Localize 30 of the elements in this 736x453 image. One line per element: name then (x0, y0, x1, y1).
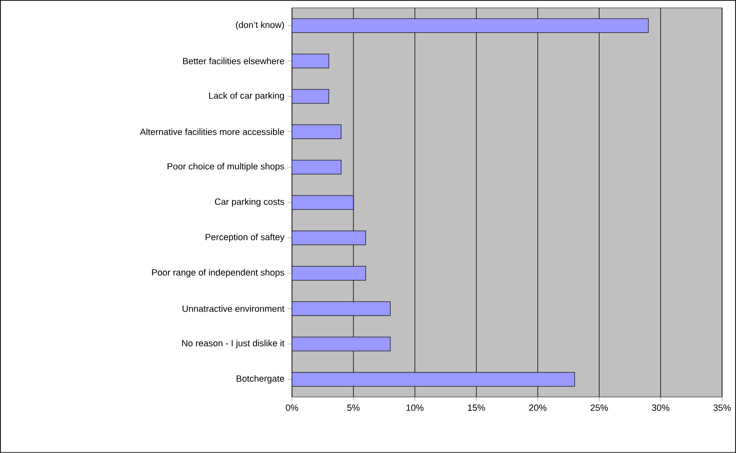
y-tick-label: Better facilities elsewhere (183, 58, 284, 64)
bar (292, 160, 342, 174)
y-tick-label: Botchergate (236, 375, 284, 384)
bar (292, 89, 330, 104)
bar (292, 372, 575, 387)
bar (292, 230, 366, 246)
y-tick-label: Poor range of independent shops (152, 269, 284, 278)
x-tick-label: 30% (652, 404, 670, 411)
y-tick-label: Alternative facilities more accessible (140, 128, 284, 136)
x-tick-label: 15% (468, 404, 486, 411)
y-tick-label: Poor choice of multiple shops (168, 162, 284, 172)
x-tick-label: 35% (713, 404, 731, 411)
bar (292, 18, 649, 33)
y-tick-label: Lack of car parking (209, 92, 284, 101)
bar (292, 124, 342, 139)
bar (292, 54, 330, 68)
bar (292, 195, 354, 210)
x-tick-label: 10% (406, 404, 424, 411)
x-tick-label: 20% (529, 404, 546, 411)
x-tick-label: 0% (286, 404, 298, 411)
y-tick-label: No reason - I just dislike it (182, 340, 284, 348)
bar (292, 336, 391, 352)
y-tick-label: Perception of saftey (206, 234, 284, 242)
y-tick-label: (don’t know) (236, 21, 284, 30)
y-tick-label: Unnatractive environment (182, 305, 284, 312)
bar (292, 266, 366, 280)
bar (292, 301, 391, 316)
x-tick-label: 25% (590, 404, 608, 411)
y-tick-label: Car parking costs (214, 198, 284, 207)
x-tick-label: 5% (347, 404, 360, 411)
